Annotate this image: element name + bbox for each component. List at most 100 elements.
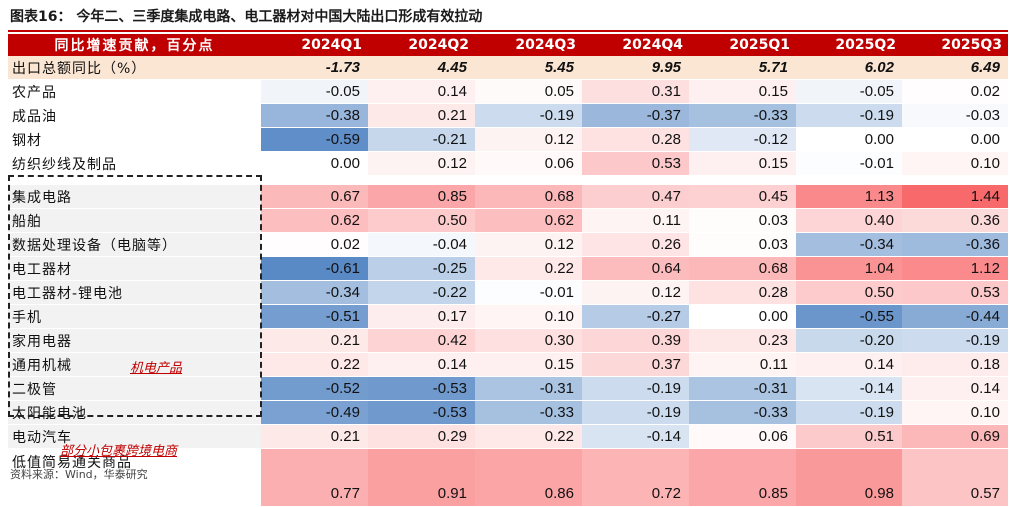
heat-cell-2024q1: -0.05 <box>261 79 368 104</box>
heat-cell-2024q3: -0.31 <box>475 376 582 401</box>
table-row: 钢材 -0.59 -0.21 0.12 0.28 -0.12 0.00 0.00 <box>8 127 1008 152</box>
heat-cell-2025q3: 0.10 <box>902 151 1008 176</box>
heat-cell-2025q3: -0.36 <box>902 232 1008 257</box>
heat-cell-2025q3: 0.10 <box>902 400 1008 425</box>
heat-cell-2024q1: 0.21 <box>261 424 368 449</box>
total-export-row: 出口总额同比（%） -1.73 4.45 5.45 9.95 5.71 6.02 6.49 <box>8 56 1008 80</box>
heat-cell-2025q2: -0.01 <box>796 151 902 176</box>
gap-cell <box>8 175 1008 185</box>
row-label: 数据处理设备（电脑等） <box>8 232 261 257</box>
row-label: 通用机械 <box>8 352 261 377</box>
heat-cell-2024q3: 0.22 <box>475 256 582 281</box>
heat-cell-2024q3: 0.68 <box>475 184 582 209</box>
heat-cell-2025q1: -0.33 <box>689 400 796 425</box>
heat-cell-2025q1: 0.85 <box>689 448 796 507</box>
heat-cell-2025q3: 0.57 <box>902 448 1008 507</box>
heat-cell-2024q2: 0.14 <box>368 352 475 377</box>
header-row: 同比增速贡献，百分点 2024Q1 2024Q2 2024Q3 2024Q4 2025Q… <box>8 34 1008 56</box>
heat-cell-2025q3: 0.69 <box>902 424 1008 449</box>
heat-cell-2025q2: -0.55 <box>796 304 902 329</box>
heat-cell-2025q3: 1.44 <box>902 184 1008 209</box>
heat-cell-2024q2: 0.85 <box>368 184 475 209</box>
heat-cell-2025q2: 1.04 <box>796 256 902 281</box>
heat-cell-2024q4: 0.47 <box>582 184 689 209</box>
row-label: 出口总额同比（%） <box>8 56 261 80</box>
column-header-2024q3: 2024Q3 <box>475 34 582 56</box>
heat-cell-2024q2: 0.29 <box>368 424 475 449</box>
heat-cell-2024q1: 0.67 <box>261 184 368 209</box>
source-note: 资料来源：Wind，华泰研究 <box>10 468 148 481</box>
heat-cell-2025q3: 1.12 <box>902 256 1008 281</box>
heat-cell-2025q2: 0.50 <box>796 280 902 305</box>
row-label: 电工器材 <box>8 256 261 281</box>
heat-cell-2025q2: 0.98 <box>796 448 902 507</box>
heat-cell-2025q1: 0.28 <box>689 280 796 305</box>
heat-cell-2024q3: 0.86 <box>475 448 582 507</box>
heat-cell-2025q2: -0.05 <box>796 79 902 104</box>
row-label: 钢材 <box>8 127 261 152</box>
heat-cell-2024q3: 0.30 <box>475 328 582 353</box>
table-row: 电工器材 -0.61 -0.25 0.22 0.64 0.68 1.04 1.12 <box>8 256 1008 281</box>
heat-cell-2024q4: -0.19 <box>582 376 689 401</box>
heat-cell-2025q3: 0.53 <box>902 280 1008 305</box>
heat-cell-2024q1: -0.59 <box>261 127 368 152</box>
table-row: 船舶 0.62 0.50 0.62 0.11 0.03 0.40 0.36 <box>8 208 1008 233</box>
heat-cell-2024q3: -0.33 <box>475 400 582 425</box>
heat-cell-2024q1: 0.21 <box>261 328 368 353</box>
table-row: 数据处理设备（电脑等） 0.02 -0.04 0.12 0.26 0.03 -0.34 -0.… <box>8 232 1008 257</box>
title-underline <box>8 30 1008 32</box>
chart-title: 图表16： 今年二、三季度集成电路、电工器材对中国大陆出口形成有效拉动 <box>10 9 483 25</box>
heat-cell-2024q1: -0.49 <box>261 400 368 425</box>
heat-cell-2024q3: 0.05 <box>475 79 582 104</box>
heat-cell-2024q1: 0.77 <box>261 448 368 507</box>
heat-cell-2024q4: 0.39 <box>582 328 689 353</box>
heat-cell-2024q2: 0.21 <box>368 103 475 128</box>
column-header-2024q2: 2024Q2 <box>368 34 475 56</box>
heat-cell-2024q4: 0.37 <box>582 352 689 377</box>
heat-cell-2025q1: -0.12 <box>689 127 796 152</box>
heat-cell-2024q1: 0.22 <box>261 352 368 377</box>
column-header-2024q1: 2024Q1 <box>261 34 368 56</box>
row-gap <box>8 175 1008 185</box>
heat-cell-2024q3: 0.10 <box>475 304 582 329</box>
total-value-2024q3: 5.45 <box>475 56 582 80</box>
heat-cell-2025q2: 0.40 <box>796 208 902 233</box>
heat-cell-2024q2: 0.12 <box>368 151 475 176</box>
heat-cell-2025q3: 0.36 <box>902 208 1008 233</box>
heat-cell-2024q4: 0.11 <box>582 208 689 233</box>
total-value-2025q1: 5.71 <box>689 56 796 80</box>
heat-cell-2025q3: 0.14 <box>902 376 1008 401</box>
heat-cell-2025q2: 0.51 <box>796 424 902 449</box>
heat-cell-2024q2: -0.22 <box>368 280 475 305</box>
column-header-2024q4: 2024Q4 <box>582 34 689 56</box>
row-label: 二极管 <box>8 376 261 401</box>
contribution-heatmap-table: 同比增速贡献，百分点 2024Q1 2024Q2 2024Q3 2024Q4 2025Q… <box>8 34 1008 507</box>
table-row: 农产品 -0.05 0.14 0.05 0.31 0.15 -0.05 0.02 <box>8 79 1008 104</box>
heat-cell-2024q2: -0.04 <box>368 232 475 257</box>
heat-cell-2025q3: -0.44 <box>902 304 1008 329</box>
total-value-2025q3: 6.49 <box>902 56 1008 80</box>
heat-cell-2025q2: -0.34 <box>796 232 902 257</box>
heat-cell-2024q3: 0.15 <box>475 352 582 377</box>
heat-cell-2024q4: 0.53 <box>582 151 689 176</box>
heat-cell-2025q3: 0.02 <box>902 79 1008 104</box>
heat-cell-2025q3: -0.19 <box>902 328 1008 353</box>
heat-cell-2024q3: -0.01 <box>475 280 582 305</box>
heat-cell-2024q2: 0.14 <box>368 79 475 104</box>
heat-cell-2024q4: 0.72 <box>582 448 689 507</box>
table-row: 手机 -0.51 0.17 0.10 -0.27 0.00 -0.55 -0.44 <box>8 304 1008 329</box>
heat-cell-2024q2: -0.25 <box>368 256 475 281</box>
heat-cell-2024q3: 0.06 <box>475 151 582 176</box>
row-label: 电动汽车 <box>8 424 261 449</box>
row-label: 农产品 <box>8 79 261 104</box>
heat-cell-2025q1: 0.06 <box>689 424 796 449</box>
column-header-2025q2: 2025Q2 <box>796 34 902 56</box>
table-body: 出口总额同比（%） -1.73 4.45 5.45 9.95 5.71 6.02 6.49 农产… <box>8 56 1008 507</box>
table-row: 通用机械 0.22 0.14 0.15 0.37 0.11 0.14 0.18 <box>8 352 1008 377</box>
heat-cell-2025q1: 0.45 <box>689 184 796 209</box>
heat-cell-2025q2: -0.20 <box>796 328 902 353</box>
heat-cell-2025q1: 0.03 <box>689 232 796 257</box>
heat-cell-2024q2: 0.42 <box>368 328 475 353</box>
heat-cell-2024q1: -0.61 <box>261 256 368 281</box>
heat-cell-2025q1: 0.15 <box>689 79 796 104</box>
